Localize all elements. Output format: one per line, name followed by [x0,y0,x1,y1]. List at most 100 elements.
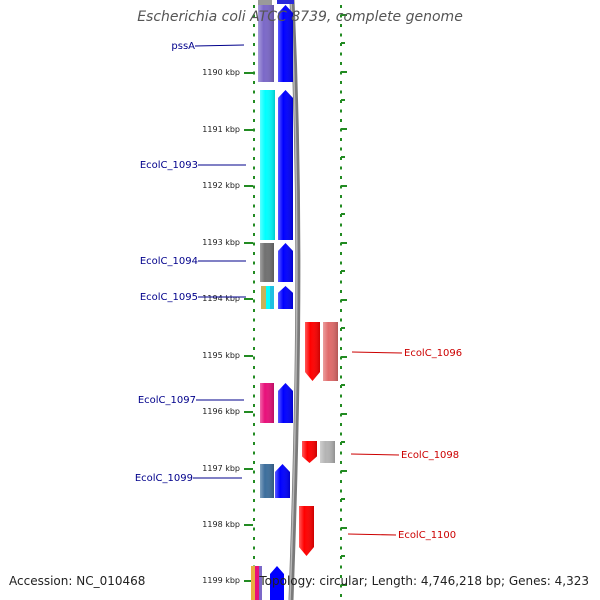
minor-tick [341,356,347,358]
forward-gene-fragment [251,566,255,600]
scale-tick-label: 1192 kbp [202,181,240,190]
tick-dot [340,62,342,65]
tick-dot [340,508,342,512]
tick-dot [340,546,342,550]
tick-dot [340,366,342,369]
forward-gene-label: EcolC_1093 [140,160,198,171]
tick-dot [253,223,255,227]
tick-dot [340,214,342,217]
tick-dot [253,280,255,284]
forward-gene-shading [260,243,274,282]
tick-dot [253,451,255,455]
tick-dot [340,328,342,331]
scale-tick-mark [244,524,253,526]
scale-tick-label: 1199 kbp [202,576,240,585]
reverse-gene-arrow-shading [305,322,320,381]
tick-dot [340,119,342,122]
forward-gene-fragment [259,566,262,600]
tick-dot [253,347,255,350]
tick-dot [253,309,255,312]
scale-tick-mark [244,355,253,357]
forward-gene-cog-box [270,286,274,309]
minor-tick [341,327,345,329]
reverse-gene-label: EcolC_1096 [404,348,462,359]
tick-dot [253,261,255,265]
tick-dot [340,176,342,179]
scale-tick-label: 1196 kbp [202,407,240,416]
tick-dot [340,195,342,198]
top-gene-fragment [277,0,294,4]
scale-tick-label: 1191 kbp [202,125,240,134]
tick-dot [253,404,255,407]
tick-dot [253,271,255,274]
tick-dot [340,432,342,436]
tick-dot [340,385,342,388]
tick-dot [253,128,255,132]
tick-dot [253,252,255,255]
tick-dot [340,81,342,84]
scale-tick-label: 1198 kbp [202,520,240,529]
tick-dot [340,499,342,502]
scale-tick-label: 1193 kbp [202,238,240,247]
minor-tick [341,14,347,16]
forward-gene-shading [260,383,274,423]
tick-dot [340,52,342,56]
tick-dot [340,166,342,170]
scale-tick-mark [244,242,253,244]
tick-dot [340,594,342,597]
tick-dot [340,556,342,559]
tick-dot [253,423,255,426]
tick-dot [253,375,255,379]
tick-dot [253,518,255,521]
scale-tick-mark [244,468,253,470]
tick-dot [253,337,255,341]
reverse-gene-leader-line [350,453,400,456]
tick-dot [340,575,342,578]
tick-dot [253,432,255,436]
tick-dot [340,451,342,455]
tick-dot [253,5,255,8]
tick-dot [253,242,255,246]
minor-tick [341,555,345,557]
minor-tick [341,42,345,44]
forward-gene-arrow-shading [278,5,293,82]
tick-dot [253,499,255,502]
scale-tick-mark [244,580,253,582]
tick-dot [253,366,255,369]
forward-gene-label: EcolC_1095 [140,292,198,303]
tick-dot [253,195,255,198]
forward-gene-cog-box [261,286,266,309]
tick-dot [340,537,342,540]
tick-dot [253,71,255,75]
tick-dot [340,290,342,293]
minor-tick [341,527,347,529]
tick-dot [253,109,255,113]
tick-dot [253,328,255,331]
forward-gene-label: EcolC_1097 [138,395,196,406]
forward-gene-arrow-shading [278,90,293,240]
tick-dot [253,185,255,189]
scale-tick-label: 1195 kbp [202,351,240,360]
forward-gene-fragment [255,566,259,600]
tick-dot [340,5,342,8]
minor-tick [341,441,345,443]
tick-dot [340,43,342,46]
minor-tick [341,413,347,415]
tick-dot [340,233,342,236]
tick-dot [340,280,342,284]
tick-dot [253,546,255,550]
reverse-gene-leader-line [351,351,403,354]
scale-tick-mark [244,185,253,187]
tick-dot [253,90,255,94]
tick-dot [340,461,342,464]
tick-dot [253,214,255,217]
forward-gene-label: EcolC_1099 [135,473,193,484]
minor-tick [341,185,347,187]
tick-dot [340,337,342,341]
tick-dot [340,565,342,569]
tick-dot [340,271,342,274]
tick-dot [340,404,342,407]
top-gene-fragment [258,0,272,5]
forward-gene-shading [258,5,274,82]
forward-gene-leader-line [194,44,245,47]
